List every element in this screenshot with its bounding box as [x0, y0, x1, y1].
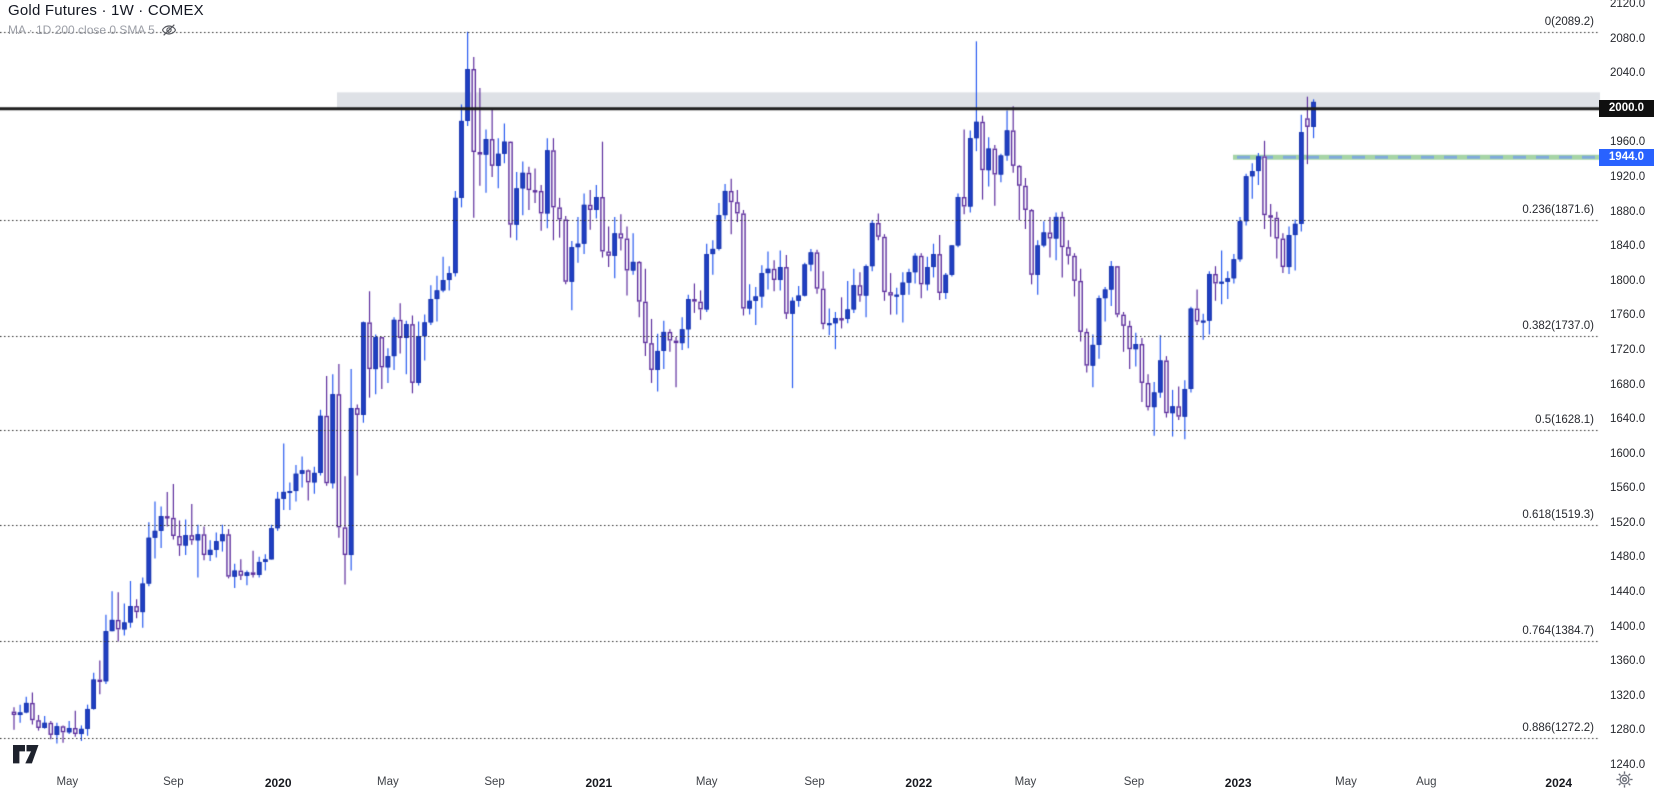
price-badge-2000: 2000.0: [1599, 100, 1654, 118]
price-axis-tick: 2080.0: [1610, 32, 1646, 45]
price-axis-tick: 1400.0: [1610, 620, 1646, 633]
price-axis-tick: 1520.0: [1610, 516, 1646, 529]
price-axis-tick: 1960.0: [1610, 136, 1646, 149]
time-axis-month-label: May: [56, 776, 79, 788]
price-axis-tick: 1440.0: [1610, 586, 1646, 599]
price-axis-tick: 2120.0: [1610, 0, 1646, 11]
price-axis-tick: 1560.0: [1610, 482, 1646, 495]
indicator-label: MA · 1D 200 close 0 SMA 5: [8, 23, 155, 37]
time-axis-month-label: May: [1014, 776, 1037, 788]
price-axis-tick: 1800.0: [1610, 274, 1646, 287]
time-axis-month-label: Aug: [1416, 776, 1437, 788]
time-axis-year-label: 2022: [905, 776, 933, 790]
price-axis-tick: 1640.0: [1610, 413, 1646, 426]
price-axis-tick: 1280.0: [1610, 724, 1646, 737]
time-axis-year-label: 2024: [1545, 776, 1573, 790]
fib-level-label: 0.5(1628.1): [1535, 414, 1594, 427]
time-axis-year-label: 2020: [264, 776, 292, 790]
eye-off-icon[interactable]: [161, 23, 177, 37]
indicator-legend[interactable]: MA · 1D 200 close 0 SMA 5: [8, 23, 204, 37]
time-axis-month-label: Sep: [163, 776, 184, 788]
time-axis-month-label: Sep: [1123, 776, 1145, 788]
price-axis-tick: 2040.0: [1610, 67, 1646, 80]
fib-level-label: 0.618(1519.3): [1522, 508, 1594, 521]
time-axis-month-label: May: [377, 776, 399, 788]
price-axis-tick: 1480.0: [1610, 551, 1646, 564]
time-axis-month-label: May: [695, 776, 718, 788]
settings-gear-icon[interactable]: [1616, 771, 1633, 788]
symbol-title[interactable]: Gold Futures · 1W · COMEX: [8, 2, 204, 19]
fib-level-label: 0.886(1272.2): [1522, 722, 1594, 735]
time-axis-year-label: 2021: [585, 776, 613, 790]
price-axis-tick: 1720.0: [1610, 343, 1646, 356]
time-axis-month-label: Sep: [804, 776, 825, 788]
fib-level-label: 0(2089.2): [1544, 15, 1594, 28]
price-badge-1944: 1944.0: [1599, 148, 1654, 166]
chart-legend: Gold Futures · 1W · COMEX MA · 1D 200 cl…: [8, 2, 204, 37]
fib-level-label: 0.764(1384.7): [1522, 624, 1594, 637]
price-axis-tick: 1920.0: [1610, 170, 1646, 183]
time-axis-month-label: Sep: [484, 776, 505, 788]
price-axis-tick: 1760.0: [1610, 309, 1646, 322]
price-axis-tick: 1360.0: [1610, 655, 1646, 668]
price-axis-tick: 1880.0: [1610, 205, 1646, 218]
price-axis-tick: 1320.0: [1610, 689, 1646, 702]
time-axis-month-label: May: [1335, 776, 1357, 788]
price-chart-canvas[interactable]: [0, 0, 1654, 770]
price-axis-tick: 1600.0: [1610, 447, 1646, 460]
tradingview-logo[interactable]: [12, 744, 40, 766]
fib-level-label: 0.236(1871.6): [1522, 203, 1594, 216]
time-axis-year-label: 2023: [1224, 776, 1252, 790]
price-axis-tick: 1680.0: [1610, 378, 1646, 391]
price-axis-tick: 1840.0: [1610, 240, 1646, 253]
price-axis-tick: 1240.0: [1610, 759, 1646, 772]
fib-level-label: 0.382(1737.0): [1522, 320, 1594, 333]
